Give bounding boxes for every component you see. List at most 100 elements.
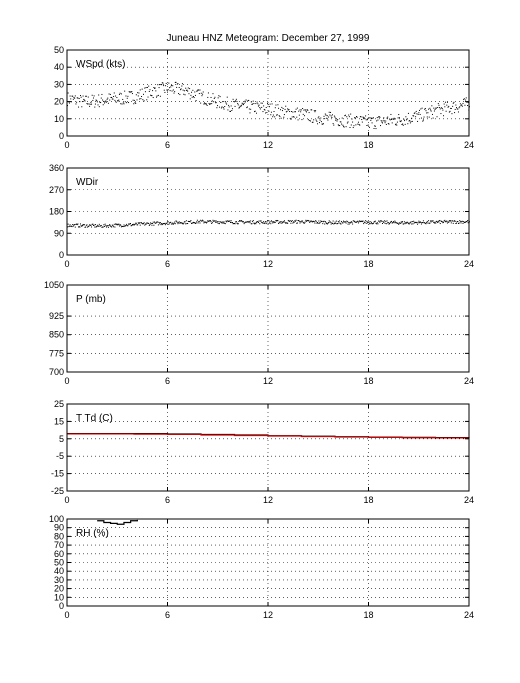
data-point — [272, 222, 274, 224]
data-point — [448, 220, 450, 222]
data-point — [428, 108, 430, 110]
data-point — [214, 220, 216, 222]
data-point — [324, 113, 326, 115]
data-point — [261, 102, 263, 104]
data-point — [370, 117, 372, 119]
data-point — [418, 222, 420, 224]
data-point — [241, 220, 243, 222]
data-point — [446, 104, 448, 106]
data-point — [270, 114, 272, 116]
data-point — [94, 224, 96, 226]
data-point — [410, 121, 412, 123]
data-point — [387, 116, 389, 118]
data-point — [107, 225, 109, 227]
data-point — [309, 120, 311, 122]
data-point — [331, 114, 333, 116]
data-point — [108, 93, 110, 95]
data-point — [413, 112, 415, 114]
data-point — [261, 222, 263, 224]
data-point — [101, 226, 103, 228]
data-point — [383, 221, 385, 223]
data-point — [99, 225, 101, 227]
data-point — [306, 109, 308, 111]
data-point — [141, 96, 143, 98]
data-point — [413, 220, 415, 222]
data-point — [372, 117, 374, 119]
data-point — [420, 108, 422, 110]
data-point — [372, 223, 374, 225]
data-point — [153, 224, 155, 226]
data-point — [335, 222, 337, 224]
data-point — [70, 225, 72, 227]
data-point — [161, 84, 163, 86]
data-point — [418, 109, 420, 111]
data-point — [285, 222, 287, 224]
data-point — [442, 109, 444, 111]
data-point — [369, 221, 371, 223]
data-point — [286, 110, 288, 112]
data-point — [421, 222, 423, 224]
data-point — [415, 221, 417, 223]
data-point — [435, 220, 437, 222]
data-point — [141, 88, 143, 90]
data-point — [202, 220, 204, 222]
data-point — [113, 92, 115, 94]
data-point — [103, 100, 105, 102]
data-point — [283, 220, 285, 222]
data-point — [396, 222, 398, 224]
data-point — [204, 103, 206, 105]
data-point — [257, 221, 259, 223]
data-point — [409, 222, 411, 224]
data-point — [430, 221, 432, 223]
data-point — [411, 221, 413, 223]
data-point — [303, 109, 305, 111]
data-point — [82, 95, 84, 97]
data-point — [238, 107, 240, 109]
data-point — [146, 99, 148, 101]
data-point — [129, 223, 131, 225]
data-point — [340, 121, 342, 123]
data-point — [290, 118, 292, 120]
y-tick-label: 30 — [54, 575, 64, 585]
data-point — [466, 221, 468, 223]
data-point — [199, 222, 201, 224]
x-tick-label: 24 — [464, 259, 474, 269]
data-point — [211, 103, 213, 105]
data-point — [115, 95, 117, 97]
data-point — [152, 90, 154, 92]
data-point — [263, 221, 265, 223]
data-point — [450, 222, 452, 224]
x-tick-label: 6 — [165, 610, 170, 620]
data-point — [254, 223, 256, 225]
data-point — [276, 219, 278, 221]
data-point — [70, 98, 72, 100]
data-point — [235, 221, 237, 223]
data-point — [84, 226, 86, 228]
data-point — [85, 95, 87, 97]
data-point — [154, 87, 156, 89]
data-point — [467, 222, 469, 224]
data-point — [349, 127, 351, 129]
panel-pressure: 700 775 850 925 1050 0 6 12 18 24 P (mb) — [44, 280, 474, 386]
data-point — [246, 107, 248, 109]
data-point — [293, 221, 295, 223]
data-point — [424, 108, 426, 110]
data-point — [174, 223, 176, 225]
data-point — [265, 221, 267, 223]
data-point — [394, 124, 396, 126]
data-point — [278, 222, 280, 224]
data-point — [274, 221, 276, 223]
data-point — [407, 123, 409, 125]
data-point — [257, 103, 259, 105]
data-point — [171, 90, 173, 92]
x-tick-label: 6 — [165, 140, 170, 150]
data-point — [277, 104, 279, 106]
data-point — [404, 223, 406, 225]
data-point — [294, 220, 296, 222]
data-point — [345, 126, 347, 128]
data-point — [394, 221, 396, 223]
data-point — [78, 226, 80, 228]
data-point — [460, 222, 462, 224]
data-point — [198, 221, 200, 223]
